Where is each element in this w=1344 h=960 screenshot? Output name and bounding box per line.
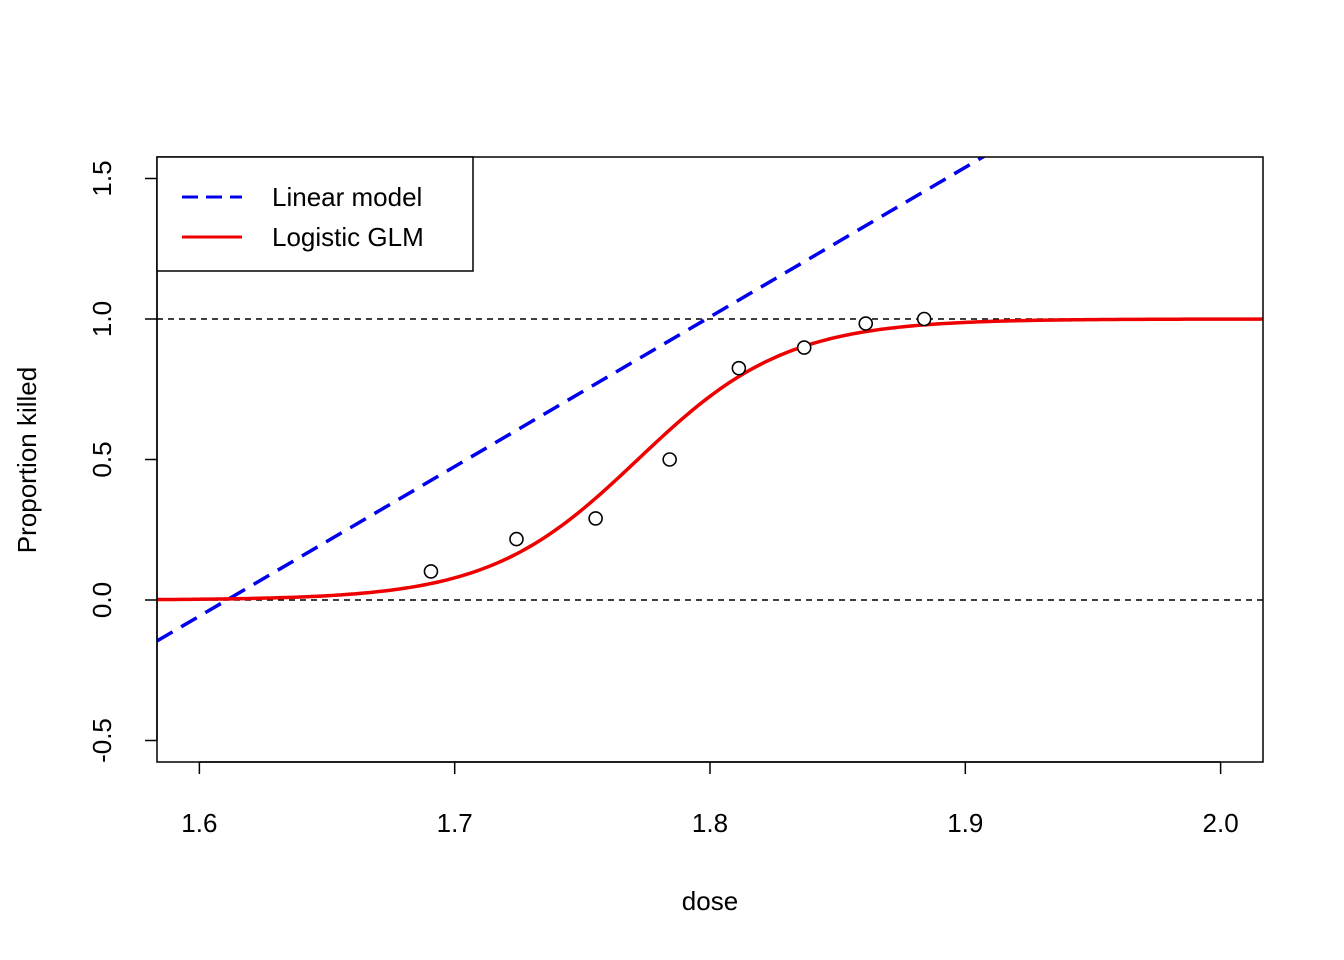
legend-label-logistic: Logistic GLM [272,222,424,252]
data-point-5 [796,340,812,355]
y-tick-label-2: 0.5 [87,441,117,477]
x-tick-label-4: 2.0 [1203,808,1239,838]
reference-lines [157,318,1263,601]
data-point-7 [916,311,932,327]
y-tick-label-4: 1.5 [87,160,117,196]
y-axis-label: Proportion killed [12,367,42,553]
data-point-2 [588,511,603,526]
series-layer [157,157,1263,643]
data-point-6 [858,316,874,331]
x-tick-label-3: 1.9 [947,808,983,838]
legend-label-linear: Linear model [272,182,422,212]
data-point-1 [509,531,524,547]
y-tick-label-1: 0.0 [87,582,117,618]
x-tick-label-1: 1.7 [437,808,473,838]
legend: Linear model Logistic GLM [156,156,474,272]
data-point-0 [423,564,439,579]
y-tick-label-0: -0.5 [87,718,117,763]
data-point-4 [731,360,747,376]
x-tick-label-2: 1.8 [692,808,728,838]
x-axis: 1.6 1.7 1.8 1.9 2.0 [181,761,1239,838]
y-tick-label-3: 1.0 [87,301,117,337]
data-point-3 [662,452,677,467]
points-layer [423,311,932,579]
y-axis: -0.5 0.0 0.5 1.0 1.5 [87,160,158,763]
series-logistic-glm [157,317,1263,602]
legend-box [156,156,474,272]
x-tick-label-0: 1.6 [181,808,217,838]
series-linear-model [157,157,987,643]
x-axis-label: dose [682,886,738,916]
